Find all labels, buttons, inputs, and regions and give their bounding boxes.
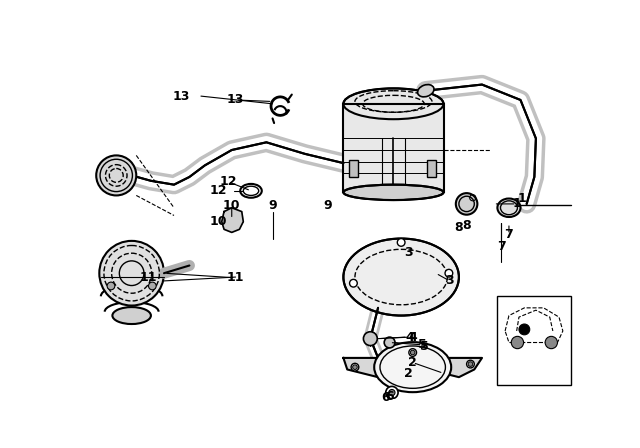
Text: 1: 1 xyxy=(512,198,521,211)
Text: 11: 11 xyxy=(140,271,157,284)
Bar xyxy=(497,296,570,385)
Circle shape xyxy=(353,365,357,370)
Bar xyxy=(349,160,358,177)
Text: C0338604: C0338604 xyxy=(513,376,550,386)
Text: 12: 12 xyxy=(219,175,237,188)
Circle shape xyxy=(364,332,378,345)
Circle shape xyxy=(351,363,359,371)
Text: 13: 13 xyxy=(227,94,244,107)
Circle shape xyxy=(397,238,405,246)
Circle shape xyxy=(389,389,395,396)
Ellipse shape xyxy=(497,198,520,217)
Text: 5: 5 xyxy=(420,340,429,353)
Text: 10: 10 xyxy=(210,215,227,228)
Ellipse shape xyxy=(113,307,151,324)
Circle shape xyxy=(511,336,524,349)
Text: 3: 3 xyxy=(445,275,454,288)
Circle shape xyxy=(384,337,395,348)
Ellipse shape xyxy=(374,342,451,392)
Text: 4: 4 xyxy=(405,331,414,344)
Text: 2: 2 xyxy=(408,356,417,369)
Circle shape xyxy=(468,362,473,366)
Circle shape xyxy=(148,282,156,290)
Circle shape xyxy=(467,360,474,368)
Circle shape xyxy=(107,282,115,290)
Circle shape xyxy=(410,350,415,355)
Text: 5: 5 xyxy=(419,338,427,351)
Polygon shape xyxy=(344,358,482,377)
Text: 12: 12 xyxy=(210,184,227,197)
Text: 7: 7 xyxy=(497,240,506,253)
Ellipse shape xyxy=(417,85,434,97)
Text: 4: 4 xyxy=(408,331,417,344)
Ellipse shape xyxy=(344,238,459,315)
Text: 3: 3 xyxy=(404,246,413,259)
Text: 6: 6 xyxy=(381,392,390,405)
Ellipse shape xyxy=(344,88,444,119)
Text: 13: 13 xyxy=(173,90,190,103)
Ellipse shape xyxy=(96,155,136,195)
Circle shape xyxy=(409,349,417,356)
Circle shape xyxy=(445,269,452,277)
Text: 1: 1 xyxy=(518,192,527,205)
Bar xyxy=(427,160,436,177)
Ellipse shape xyxy=(456,193,477,215)
Text: 10: 10 xyxy=(223,199,241,212)
Text: 7: 7 xyxy=(504,228,513,241)
Circle shape xyxy=(545,336,557,349)
Text: 11: 11 xyxy=(227,271,244,284)
Ellipse shape xyxy=(344,185,444,200)
Circle shape xyxy=(386,386,398,399)
Circle shape xyxy=(519,324,530,335)
Text: 8: 8 xyxy=(454,220,463,233)
Polygon shape xyxy=(344,104,444,192)
Text: 9: 9 xyxy=(268,199,277,212)
Circle shape xyxy=(99,241,164,306)
Text: 9: 9 xyxy=(324,199,332,212)
Polygon shape xyxy=(221,208,243,233)
Circle shape xyxy=(349,280,357,287)
Text: 2: 2 xyxy=(404,367,413,380)
Text: 6: 6 xyxy=(385,390,394,403)
Text: 8: 8 xyxy=(462,219,471,232)
